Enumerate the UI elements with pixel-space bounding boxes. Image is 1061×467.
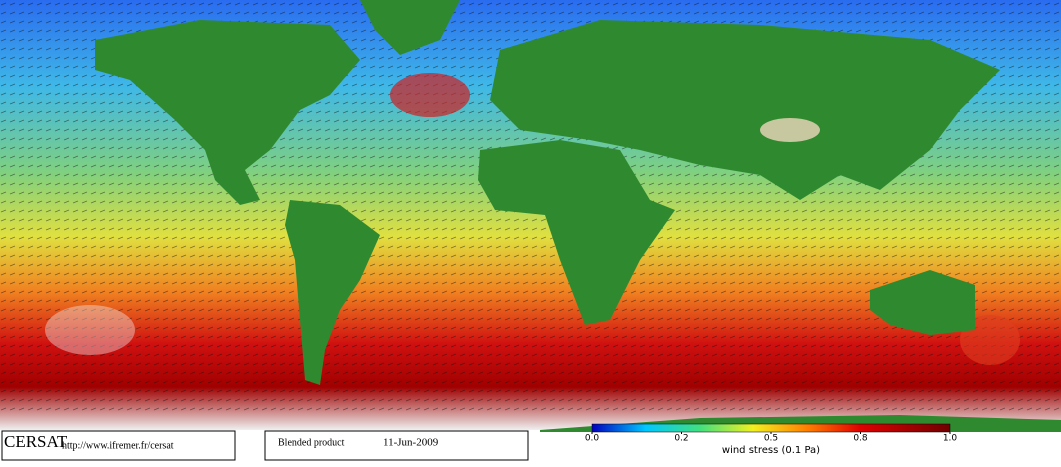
eurasia	[490, 20, 1000, 200]
logo: CERSAT	[4, 432, 68, 451]
greenland	[360, 0, 460, 55]
map	[0, 0, 1061, 432]
product: Blended product	[278, 437, 345, 448]
australia	[870, 270, 975, 335]
storm-feature	[390, 73, 470, 117]
colorbar	[591, 423, 951, 433]
colorbar-tick-label: 0.5	[764, 434, 778, 444]
plateau	[760, 118, 820, 142]
colorbar-tick-label: 0.8	[853, 434, 868, 444]
north-america	[95, 20, 360, 205]
product-box	[264, 430, 529, 461]
storm-feature	[45, 305, 135, 355]
logo-box	[1, 430, 236, 461]
colorbar-tick-label: 0.2	[674, 434, 688, 444]
colorbar-tick-label: 1.0	[943, 434, 958, 444]
colorbar-tick-label: 0.0	[585, 434, 600, 444]
south-america	[285, 200, 380, 385]
colorbar-label: wind stress (0.1 Pa)	[722, 445, 820, 456]
url: http://www.ifremer.fr/cersat	[62, 440, 174, 451]
footer: CERSAT http://www.ifremer.fr/cersat Blen…	[1, 423, 951, 461]
africa	[478, 140, 675, 325]
date: 11-Jun-2009	[383, 437, 439, 449]
